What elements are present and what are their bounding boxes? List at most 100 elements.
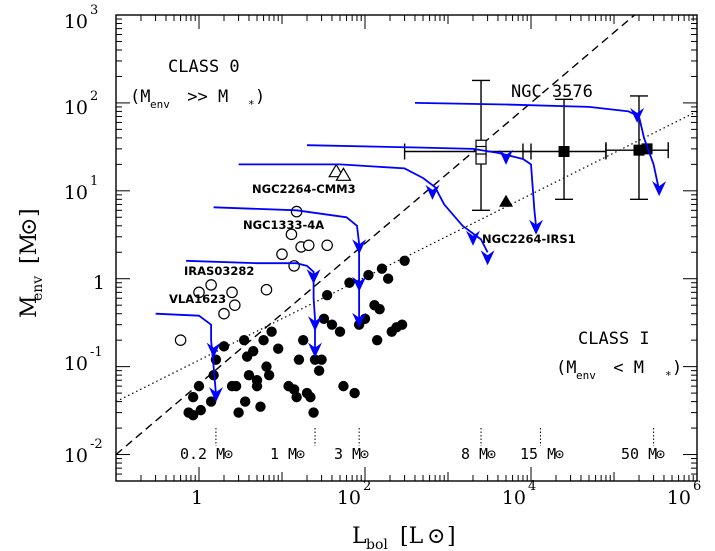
filled-triangle-point	[499, 194, 514, 207]
label-ngc2264-cmm3: NGC2264-CMM3	[252, 182, 356, 196]
track-arrowhead	[425, 184, 440, 200]
y-tick-exp-3: 1	[90, 174, 98, 189]
filled-circle-point	[371, 334, 383, 346]
svg-text:< M: < M	[603, 358, 644, 378]
open-circle-point	[218, 307, 230, 320]
filled-circle-point	[374, 304, 385, 315]
svg-text:⊙: ⊙	[427, 524, 445, 549]
y-tick-exp-0: -2	[90, 437, 103, 452]
y-tick-label-3: 10	[64, 182, 88, 204]
open-circle-point	[193, 286, 205, 299]
track-arrowhead	[306, 269, 321, 285]
evolution-track-1	[186, 259, 316, 352]
open-circle-point	[260, 283, 273, 296]
svg-text:[M: [M	[17, 233, 42, 264]
open-circle-point	[302, 239, 315, 252]
filled-circle-point	[243, 369, 255, 381]
filled-circle-point	[338, 380, 349, 392]
filled-circle-point	[233, 407, 244, 418]
svg-text:env: env	[576, 369, 596, 382]
open-square-point	[475, 153, 487, 165]
svg-text:⊙: ⊙	[555, 445, 564, 463]
svg-text:): )	[255, 87, 265, 107]
filled-circle-point	[263, 369, 275, 381]
x-tick-exp-1: 2	[363, 479, 371, 494]
open-circle-point	[205, 279, 217, 291]
class0-title: CLASS 0	[168, 57, 240, 77]
filled-circle-point	[396, 319, 408, 330]
filled-square-point	[558, 146, 570, 158]
svg-text:]: ]	[17, 208, 42, 217]
svg-text:⊙: ⊙	[296, 445, 305, 463]
label-vla1623: VLA1623	[169, 292, 226, 306]
open-circle-point	[276, 248, 288, 261]
track-arrowhead	[308, 316, 323, 332]
filled-circle-point	[187, 391, 199, 403]
svg-text:⊙: ⊙	[224, 445, 233, 463]
filled-circle-point	[316, 354, 327, 365]
evolution-tracks	[155, 102, 667, 403]
evolution-track-0	[155, 312, 217, 394]
svg-text:0.2 M: 0.2 M	[180, 445, 225, 463]
open-circle-point	[288, 260, 300, 272]
final-mass-label-1: 1 M ⊙	[270, 445, 305, 463]
label-ngc2264-irs1: NGC2264-IRS1	[482, 232, 576, 246]
filled-circle-point	[376, 263, 388, 274]
filled-square-point	[633, 144, 645, 156]
track-arrowhead	[352, 239, 367, 255]
filled-circle-point	[193, 380, 205, 392]
track-arrowhead	[206, 342, 221, 358]
y-tick-exp-1: -1	[90, 345, 103, 360]
filled-circle-point	[205, 396, 217, 407]
class0-condition: (M env >> M * )	[130, 87, 265, 111]
filled-circle-point	[273, 343, 284, 354]
svg-text:M: M	[17, 295, 42, 318]
filled-circle-point	[399, 255, 410, 266]
svg-text:3 M: 3 M	[334, 445, 361, 463]
svg-text:15 M: 15 M	[520, 445, 556, 463]
filled-circle-point	[255, 401, 266, 412]
filled-circle-point	[334, 326, 346, 337]
filled-circle-point	[363, 269, 374, 281]
track-arrowhead	[529, 219, 544, 235]
class0-boundary-line	[116, 15, 636, 456]
svg-text:8 M: 8 M	[461, 445, 488, 463]
filled-circle-point	[293, 354, 305, 365]
track-arrowhead	[480, 250, 495, 266]
x-axis-title: L bol [L ⊙ ]	[352, 524, 456, 551]
open-circle-point	[226, 286, 238, 299]
filled-circle-point	[239, 396, 251, 407]
filled-circle-point	[218, 341, 230, 352]
filled-circle-point	[313, 365, 325, 376]
open-circle-point	[285, 228, 298, 241]
open-circle-point	[321, 239, 333, 252]
svg-text:): )	[672, 358, 682, 378]
final-mass-markers	[215, 428, 655, 446]
y-tick-label-1: 10	[64, 353, 88, 375]
filled-circle-point	[251, 380, 263, 392]
svg-text:[L: [L	[400, 524, 424, 549]
filled-circle-point	[238, 334, 250, 346]
filled-circle-point	[349, 387, 360, 399]
svg-text:>> M: >> M	[177, 87, 228, 107]
svg-text:env: env	[30, 276, 46, 301]
data-points	[174, 79, 669, 421]
final-mass-label-4: 15 M ⊙	[520, 445, 564, 463]
final-mass-label-0: 0.2 M ⊙	[180, 445, 233, 463]
svg-text:]: ]	[447, 524, 456, 549]
svg-text:⊙: ⊙	[487, 445, 496, 463]
class1-title: CLASS I	[578, 329, 650, 349]
svg-text:⊙: ⊙	[17, 218, 42, 236]
filled-circle-point	[326, 319, 338, 330]
track-arrowhead	[630, 107, 645, 123]
x-tick-exp-2: 4	[528, 479, 536, 494]
y-tick-label-4: 10	[64, 97, 88, 119]
svg-text:bol: bol	[366, 537, 388, 551]
y-tick-label-5: 10	[64, 11, 88, 33]
track-arrowhead	[499, 149, 514, 165]
y-tick-label-0: 10	[64, 445, 88, 467]
track-arrowhead	[208, 387, 223, 403]
track-arrowhead	[352, 276, 367, 292]
track-arrowhead	[352, 312, 367, 328]
svg-text:*: *	[248, 98, 255, 111]
